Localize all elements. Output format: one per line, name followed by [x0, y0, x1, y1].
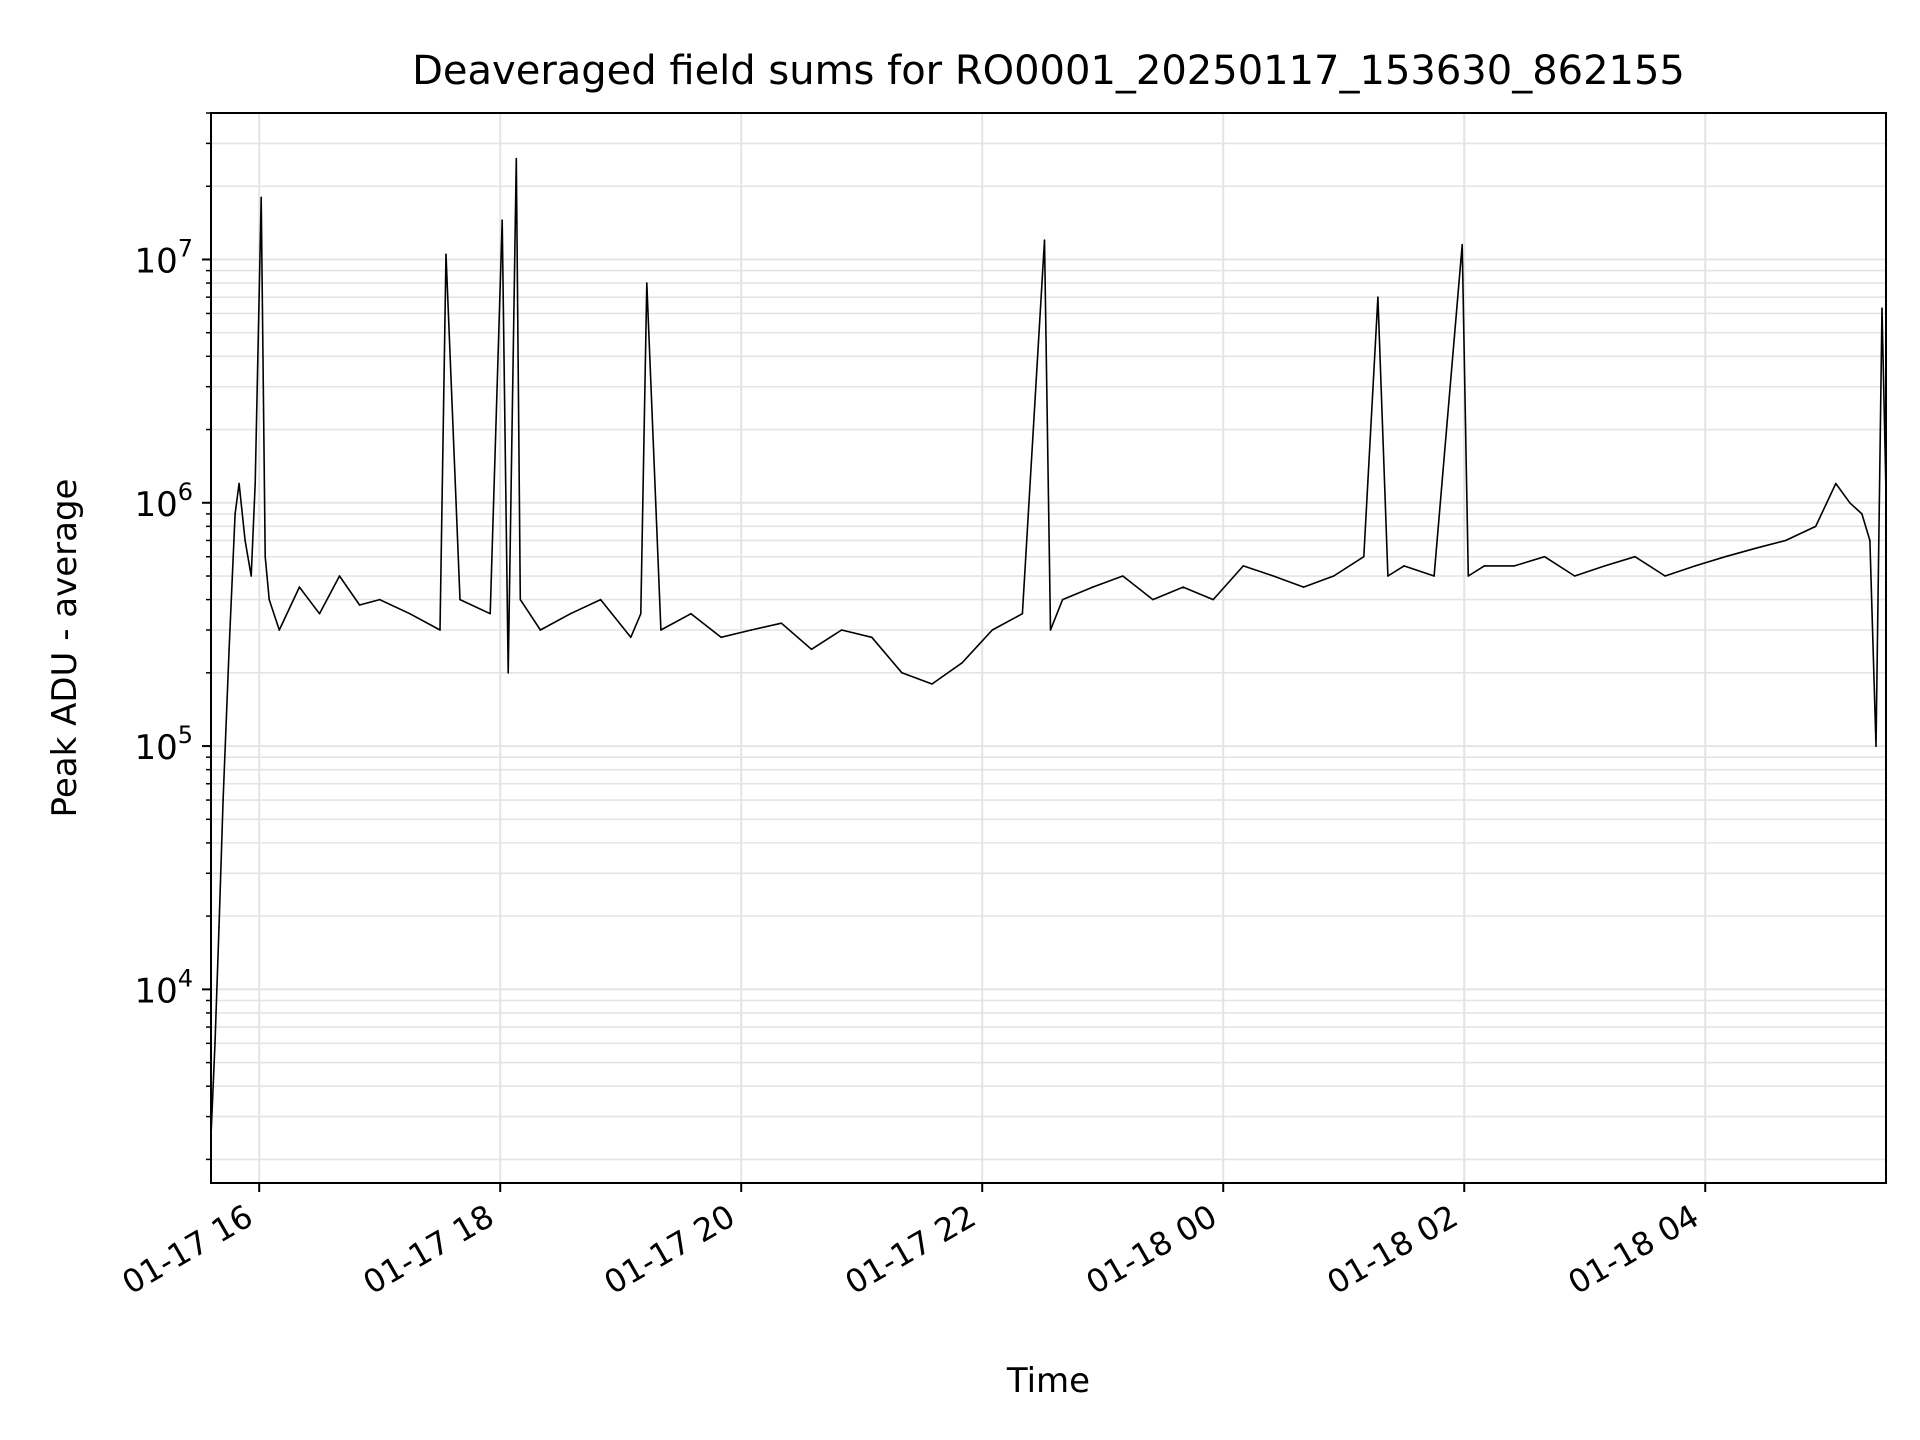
data-point: [1881, 307, 1883, 310]
data-point: [1835, 482, 1837, 485]
data-point: [1634, 555, 1636, 558]
data-point: [515, 157, 518, 160]
data-point: [1302, 586, 1305, 588]
data-point: [961, 662, 963, 664]
data-point: [1433, 575, 1435, 577]
data-point: [1049, 629, 1052, 631]
data-point: [218, 926, 220, 929]
data-point: [840, 629, 843, 631]
series-layer: [210, 157, 1887, 1137]
data-point: [1387, 575, 1389, 577]
data-point: [358, 604, 361, 606]
data-point: [409, 612, 411, 615]
x-axis-label: Time: [1006, 1361, 1090, 1401]
data-point: [991, 629, 994, 631]
data-point: [1091, 586, 1094, 588]
data-point: [1363, 555, 1365, 558]
data-point: [1543, 555, 1546, 558]
data-point: [278, 629, 281, 631]
data-point: [630, 636, 632, 639]
data-point: [264, 555, 267, 558]
y-tick-label: 104: [134, 964, 193, 1011]
data-point: [222, 799, 224, 801]
data-point: [1814, 525, 1817, 528]
data-point: [750, 629, 753, 631]
data-point: [378, 598, 381, 601]
data-point: [1461, 243, 1463, 246]
data-point: [318, 612, 321, 615]
data-point: [268, 598, 271, 601]
data-point: [1604, 565, 1606, 567]
data-point: [1043, 239, 1046, 241]
data-point: [1664, 575, 1666, 577]
data-point: [1467, 575, 1470, 577]
data-point: [298, 586, 301, 588]
data-point: [780, 622, 783, 624]
data-point: [254, 482, 256, 485]
grid-lines: [211, 112, 1886, 1183]
data-point: [1875, 745, 1877, 747]
data-point: [1403, 565, 1405, 567]
data-point: [1212, 598, 1214, 601]
data-point: [931, 683, 933, 685]
data-point: [720, 636, 722, 639]
data-point: [214, 1042, 216, 1045]
data-point: [1182, 586, 1184, 588]
data-point: [519, 598, 522, 601]
data-point: [1849, 502, 1851, 504]
data-point: [250, 575, 252, 577]
y-axis-label: Peak ADU - average: [45, 479, 85, 818]
data-point: [539, 629, 542, 631]
data-point: [871, 636, 873, 639]
data-point: [234, 513, 236, 515]
data-point: [569, 612, 572, 615]
data-point: [1332, 575, 1335, 577]
data-point: [489, 612, 492, 615]
data-point: [1272, 575, 1275, 577]
data-point: [690, 612, 692, 615]
data-point: [1724, 555, 1727, 558]
data-point: [1694, 565, 1696, 567]
data-point: [507, 672, 510, 674]
data-point: [640, 612, 642, 615]
data-point: [338, 575, 341, 577]
y-tick-label: 105: [134, 721, 193, 768]
data-point: [1861, 513, 1863, 515]
y-tick-label: 106: [134, 478, 193, 525]
data-point: [260, 196, 263, 199]
data-point: [1573, 575, 1576, 577]
data-point: [660, 629, 662, 631]
data-point: [1869, 539, 1871, 542]
data-point: [901, 672, 903, 674]
data-point: [1784, 539, 1787, 542]
data-point: [1483, 565, 1486, 567]
data-point: [1513, 565, 1516, 567]
data-point: [459, 598, 461, 601]
data-point: [501, 219, 504, 221]
data-point: [439, 629, 441, 631]
data-point: [1754, 547, 1757, 550]
data-point: [810, 648, 813, 651]
plot-frame: [210, 112, 1887, 1184]
y-tick-label: 107: [134, 234, 193, 281]
data-point: [1242, 565, 1245, 567]
data-point: [238, 482, 240, 485]
data-point: [228, 648, 230, 651]
data-point: [1021, 612, 1024, 615]
chart-title: Deaveraged field sums for RO0001_2025011…: [412, 48, 1685, 94]
data-point: [646, 282, 648, 284]
data-point: [1122, 575, 1124, 577]
data-point: [1152, 598, 1154, 601]
data-point: [445, 253, 447, 256]
data-point: [599, 598, 602, 601]
data-point: [1377, 296, 1379, 299]
data-point: [1061, 598, 1064, 601]
data-point: [244, 539, 246, 542]
